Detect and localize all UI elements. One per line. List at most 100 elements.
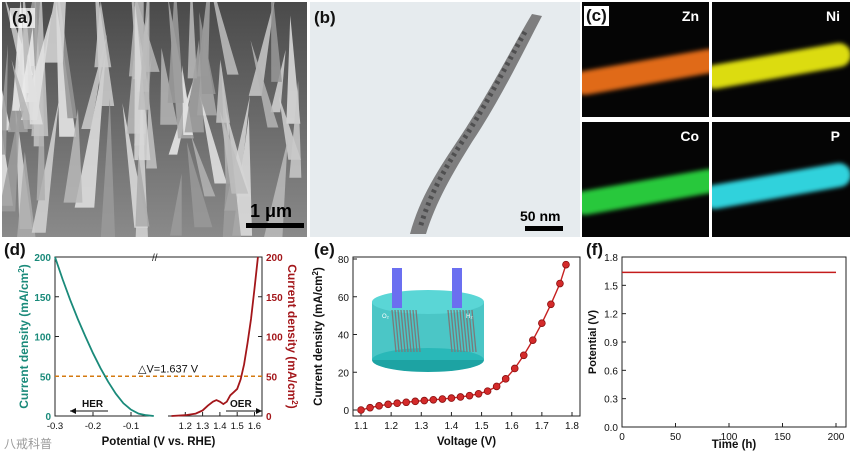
chart-e-point <box>501 375 510 383</box>
sem-spike <box>170 173 182 236</box>
chart-e-point <box>519 351 528 360</box>
chart-e-point <box>492 382 501 391</box>
sem-spike <box>81 33 108 130</box>
panel-a-label: (a) <box>10 8 35 28</box>
eds-label-zn: Zn <box>681 8 699 24</box>
sem-spike <box>181 65 193 136</box>
panel-b-scale-bar <box>525 226 563 231</box>
chart-d-ytick-label-left: 100 <box>34 333 51 344</box>
sem-spike <box>138 2 150 110</box>
sem-spike <box>184 39 204 133</box>
sem-spike <box>187 2 197 79</box>
inset-cell-top <box>372 290 484 314</box>
chart-e-xtick-label: 1.5 <box>475 421 489 432</box>
chart-d-ytick-label-right: 50 <box>266 372 278 383</box>
inset-nanowire-right <box>465 309 471 353</box>
chart-d-ytick-label-left: 0 <box>45 412 51 423</box>
chart-e-point <box>556 279 564 288</box>
inset-label-o2: O₂ <box>382 314 390 320</box>
chart-d-axis-break: // <box>152 253 158 264</box>
eds-map-p: P <box>712 122 850 237</box>
chart-d-xlabel: Potential (V vs. RHE) <box>102 436 216 448</box>
sem-spike <box>168 75 195 155</box>
chart-f-ytick-label: 0.6 <box>604 366 618 377</box>
chart-f-frame <box>621 256 847 428</box>
chart-d-left-ylabel: Current density (mA/cm2) <box>17 264 32 408</box>
inset-nanowire-left <box>409 309 415 353</box>
chart-f-ylabel: Potential (V) <box>587 310 599 375</box>
sem-spike <box>213 2 239 75</box>
inset-nanowire-right <box>462 309 468 353</box>
eds-band-p <box>712 161 850 211</box>
panel-f-stability: (f) 0.0 0.3 0.6 0.9 1.2 1.5 1.8 0 50 100 150 200 Pot… <box>584 240 852 454</box>
inset-nanowire-right <box>456 309 462 353</box>
chart-e-svg: 0 20 40 60 80 1.1 1.2 1.3 1.4 1.5 1.6 1.7 1.8 O₂ H₂ Cur… <box>311 255 581 448</box>
sem-spike <box>95 2 115 107</box>
inset-nanowire-right <box>459 309 465 353</box>
inset-nanowire-left <box>412 309 418 353</box>
sem-spike <box>12 2 27 111</box>
sem-spike <box>2 44 9 155</box>
chart-d-axis-gap <box>150 412 168 420</box>
inset-nanowire-right <box>471 309 477 353</box>
eds-band-zn <box>582 47 709 97</box>
inset-nanowire-right <box>450 309 456 353</box>
inset-nanowire-left <box>406 309 412 353</box>
chart-e-point <box>402 398 411 407</box>
panel-d-label: (d) <box>4 240 26 259</box>
sem-spike <box>167 2 184 103</box>
panel-b-tem-image: (b) 50 nm <box>310 2 580 237</box>
chart-e-point <box>483 387 492 395</box>
chart-f-ytick-label: 1.2 <box>604 310 618 321</box>
chart-e-point <box>474 389 483 398</box>
chart-f-xtick-label: 50 <box>670 432 682 443</box>
chart-d-svg: // 0 50 100 150 200 0 50 100 150 200 -0.3 -0.2 -0.1 1.… <box>17 253 300 448</box>
inset-nanowire-right <box>453 309 459 353</box>
chart-d-xtick-label: -0.2 <box>85 421 101 432</box>
sem-spike <box>100 98 116 237</box>
chart-f-ytick-label: 1.5 <box>604 281 618 292</box>
chart-e-xtick-label: 1.7 <box>535 421 549 432</box>
chart-e-point <box>420 396 429 405</box>
inset-nanowire-right <box>468 309 474 353</box>
chart-e-frame <box>352 256 581 417</box>
chart-e-ytick-label: 0 <box>343 406 349 417</box>
chart-f-ytick-label: 0.3 <box>604 395 618 406</box>
sem-spike <box>248 2 275 96</box>
chart-d-ytick-label-right: 0 <box>266 412 272 423</box>
chart-d-her-label: HER <box>82 399 104 410</box>
chart-d-ytick-label-right: 100 <box>266 333 283 344</box>
chart-e-point <box>411 397 420 406</box>
panel-a-scale-bar <box>246 223 304 228</box>
chart-d-oer-label: OER <box>230 399 252 410</box>
inset-electrode-left <box>392 268 402 308</box>
sem-spike <box>2 104 21 212</box>
eds-band-ni <box>712 41 850 91</box>
sem-spike <box>271 2 282 82</box>
panel-b-label: (b) <box>314 8 336 27</box>
chart-e-point <box>393 399 401 408</box>
panel-a-sem-image: (a) 1 μm <box>2 2 307 237</box>
chart-d-ytick-label-left: 150 <box>34 293 51 304</box>
chart-e-ylabel: Current density (mA/cm2) <box>311 267 326 406</box>
chart-e-xtick-label: 1.4 <box>444 421 458 432</box>
chart-e-point <box>547 300 555 309</box>
chart-f-ytick-label: 0.9 <box>604 338 618 349</box>
chart-d-ytick-label-right: 200 <box>266 253 283 264</box>
panel-c-label: (c) <box>584 6 609 26</box>
inset-nanowire-left <box>391 309 397 353</box>
chart-d-xtick-label: 1.6 <box>248 421 261 432</box>
sem-spike <box>63 108 83 203</box>
inset-nanowire-left <box>394 309 400 353</box>
sem-spike <box>289 81 302 178</box>
watermark-text: 八戒科普 <box>4 437 53 451</box>
inset-nanowire-left <box>415 309 421 353</box>
chart-e-point <box>529 336 537 344</box>
sem-spike <box>264 140 288 237</box>
chart-d-ytick-label-left: 200 <box>34 253 51 264</box>
chart-f-ytick-label: 1.8 <box>604 253 618 264</box>
panel-e-two-electrode: (e) 0 20 40 60 80 1.1 1.2 1.3 1.4 1.5 1.6 1.7 1.8 O₂ H… <box>308 240 582 454</box>
sem-spike <box>186 141 213 228</box>
chart-e-point <box>562 260 570 269</box>
chart-e-ytick-label: 80 <box>338 255 350 266</box>
